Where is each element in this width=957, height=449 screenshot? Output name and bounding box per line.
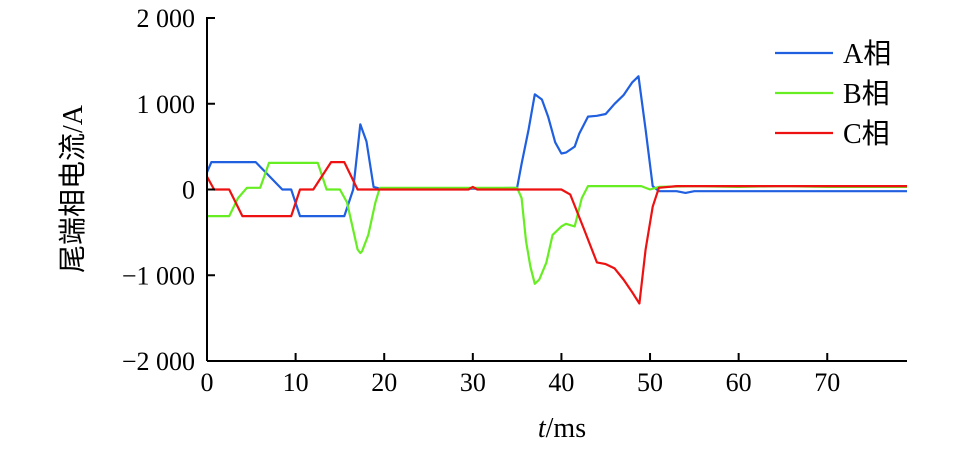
x-tick-label: 60	[726, 368, 752, 397]
x-axis-label: t/ms	[538, 413, 586, 444]
x-axis-label-variable: t	[538, 413, 547, 444]
series-line-3	[206, 161, 907, 305]
y-tick-label: 1 000	[137, 90, 196, 119]
y-tick-label: −1 000	[122, 261, 195, 290]
x-tick-label: 20	[371, 368, 397, 397]
series-line-1	[205, 75, 907, 218]
series-line-2	[207, 161, 907, 285]
series-lines	[205, 75, 907, 305]
x-tick-label: 10	[283, 368, 309, 397]
x-tick-label: 30	[460, 368, 486, 397]
legend-label-1: A相	[843, 38, 891, 70]
x-tick-label: 40	[548, 368, 574, 397]
y-tick-label: 2 000	[137, 4, 196, 33]
y-tick-label: −2 000	[122, 347, 195, 376]
y-tick-label: 0	[182, 176, 195, 205]
legend-label-3: C相	[843, 118, 890, 150]
legend-label-2: B相	[843, 78, 890, 110]
x-axis-label-unit: /ms	[546, 413, 586, 444]
x-tick-label: 0	[201, 368, 214, 397]
legend: A相 B相 C相	[775, 38, 891, 150]
y-axis-label: 尾端相电流/A	[57, 104, 89, 273]
x-tick-label: 50	[637, 368, 663, 397]
x-tick-label: 70	[814, 368, 840, 397]
